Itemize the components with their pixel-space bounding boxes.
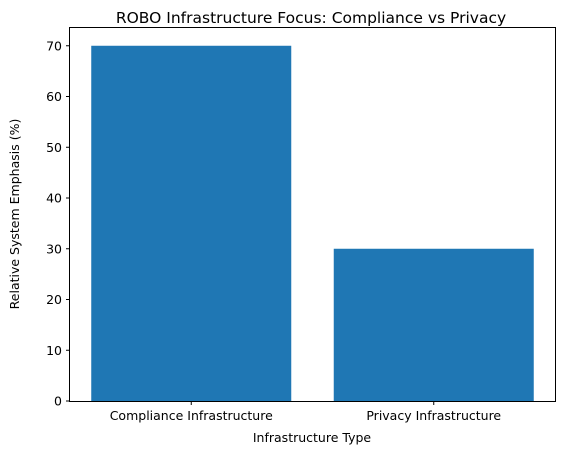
bar-0	[91, 45, 292, 402]
y-tick-label-6: 60	[46, 89, 62, 104]
x-axis-label: Infrastructure Type	[253, 430, 372, 445]
bars-group	[91, 45, 534, 402]
y-tick-label-5: 50	[46, 140, 62, 155]
x-axis: Compliance Infrastructure Privacy Infrast…	[110, 401, 501, 423]
y-tick-label-1: 10	[46, 343, 62, 358]
y-axis: 0 10 20 30 40 50 60 70	[46, 38, 70, 409]
y-tick-label-4: 40	[46, 191, 62, 206]
bar-1	[333, 248, 534, 401]
plot-frame	[69, 27, 556, 402]
y-tick-label-7: 70	[46, 38, 62, 53]
y-tick-label-2: 20	[46, 292, 62, 307]
y-axis-label: Relative System Emphasis (%)	[7, 119, 22, 310]
chart-title: ROBO Infrastructure Focus: Compliance vs…	[116, 9, 506, 27]
x-tick-label-0: Compliance Infrastructure	[110, 408, 273, 423]
y-tick-label-3: 30	[46, 241, 62, 256]
y-tick-label-0: 0	[54, 394, 62, 409]
x-tick-label-1: Privacy Infrastructure	[366, 408, 501, 423]
